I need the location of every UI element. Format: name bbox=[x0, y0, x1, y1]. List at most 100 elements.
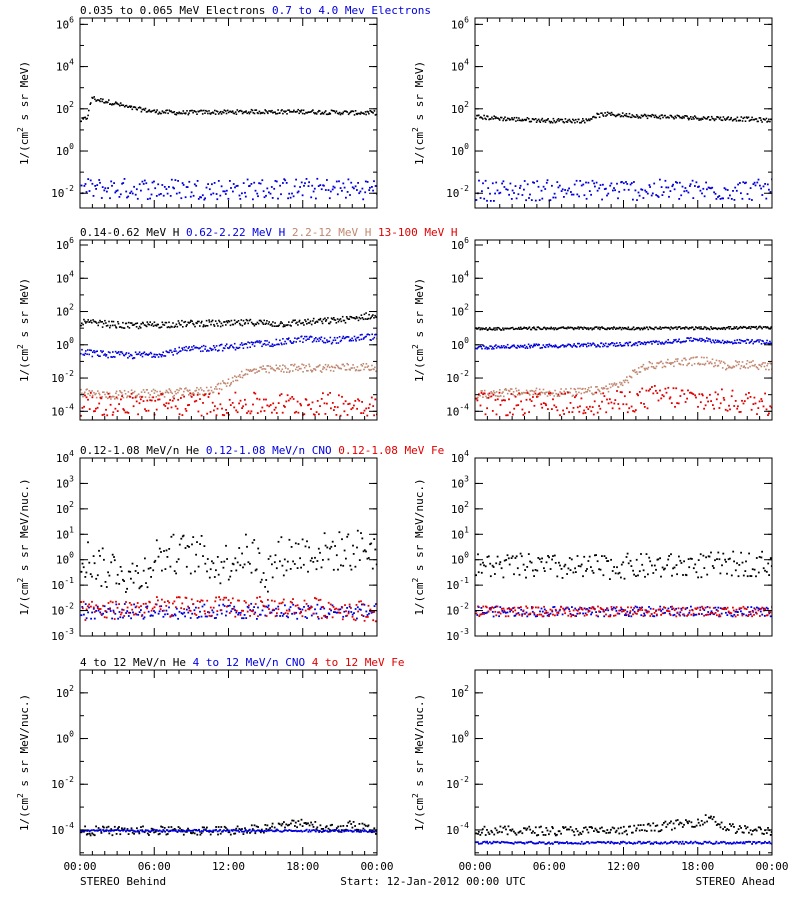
data-point bbox=[362, 550, 365, 553]
y-axis-title: 1/(cm2 s sr MeV/nuc.) bbox=[16, 478, 31, 615]
data-point bbox=[485, 395, 487, 398]
data-point bbox=[243, 111, 246, 113]
data-point bbox=[483, 612, 486, 614]
data-point bbox=[328, 340, 331, 343]
data-point bbox=[576, 346, 578, 348]
data-point bbox=[271, 563, 273, 566]
data-point bbox=[498, 119, 501, 121]
data-point bbox=[618, 571, 621, 574]
data-point bbox=[321, 322, 324, 325]
legend-entry: 2.2-12 MeV H bbox=[285, 226, 371, 239]
data-point bbox=[665, 340, 667, 343]
data-point bbox=[225, 112, 228, 115]
data-point bbox=[529, 560, 531, 563]
data-point bbox=[555, 328, 558, 331]
data-point bbox=[225, 544, 227, 547]
data-point bbox=[201, 345, 203, 348]
data-point bbox=[360, 111, 362, 114]
data-point bbox=[191, 393, 193, 395]
data-point bbox=[659, 342, 662, 344]
data-point bbox=[193, 392, 195, 395]
data-point bbox=[117, 394, 120, 396]
data-point bbox=[597, 605, 599, 608]
data-point bbox=[261, 179, 264, 182]
data-point bbox=[652, 572, 655, 574]
data-point bbox=[642, 343, 645, 345]
y-tick-label: 106 bbox=[56, 15, 74, 31]
data-point bbox=[356, 336, 358, 339]
data-point bbox=[304, 545, 307, 548]
data-point bbox=[738, 119, 740, 122]
data-point bbox=[106, 190, 108, 193]
data-point bbox=[724, 408, 727, 411]
data-point bbox=[540, 561, 543, 563]
data-point bbox=[582, 118, 584, 120]
data-point bbox=[241, 324, 244, 327]
data-point bbox=[333, 317, 335, 319]
data-point bbox=[88, 390, 91, 392]
data-point bbox=[545, 404, 547, 407]
data-point bbox=[549, 121, 552, 124]
data-point bbox=[225, 614, 227, 617]
data-point bbox=[629, 612, 631, 614]
data-point bbox=[106, 397, 109, 400]
data-point bbox=[640, 553, 642, 555]
data-point bbox=[236, 411, 239, 414]
data-point bbox=[602, 392, 605, 395]
data-point bbox=[625, 181, 627, 183]
data-point bbox=[677, 115, 680, 117]
data-point bbox=[530, 199, 533, 201]
data-point bbox=[122, 327, 125, 329]
data-point bbox=[232, 346, 234, 348]
data-point bbox=[615, 610, 618, 612]
data-point bbox=[751, 199, 753, 201]
data-point bbox=[166, 326, 169, 329]
data-point bbox=[576, 612, 579, 615]
data-point bbox=[297, 369, 299, 372]
data-point bbox=[609, 615, 612, 618]
data-point bbox=[351, 337, 353, 340]
data-point bbox=[372, 619, 375, 622]
data-point bbox=[200, 109, 202, 112]
data-point bbox=[337, 113, 340, 115]
data-point bbox=[182, 110, 185, 112]
data-point bbox=[295, 111, 297, 113]
data-point bbox=[761, 550, 763, 553]
data-point bbox=[715, 609, 718, 611]
data-point bbox=[551, 558, 553, 561]
data-point bbox=[628, 375, 631, 378]
data-point bbox=[700, 356, 703, 359]
data-point bbox=[239, 376, 242, 378]
data-point bbox=[537, 185, 540, 188]
data-point bbox=[255, 323, 257, 326]
data-point bbox=[621, 610, 623, 613]
data-point bbox=[562, 326, 565, 328]
data-point bbox=[209, 606, 212, 609]
data-point bbox=[578, 195, 580, 198]
data-point bbox=[687, 363, 689, 365]
data-point bbox=[129, 322, 132, 324]
data-point bbox=[361, 112, 364, 114]
data-point bbox=[593, 342, 595, 345]
data-point bbox=[635, 116, 637, 118]
data-point bbox=[612, 189, 614, 192]
data-point bbox=[138, 611, 141, 613]
data-point bbox=[712, 404, 714, 406]
data-point bbox=[770, 342, 772, 345]
data-point bbox=[598, 187, 601, 190]
data-point bbox=[336, 406, 339, 409]
data-point bbox=[112, 609, 115, 612]
data-point bbox=[703, 339, 705, 341]
data-point bbox=[669, 114, 672, 117]
data-point bbox=[197, 607, 200, 609]
data-point bbox=[585, 118, 587, 120]
data-point bbox=[306, 323, 308, 325]
data-point bbox=[144, 408, 146, 411]
data-point bbox=[253, 181, 256, 184]
data-point bbox=[491, 606, 494, 609]
data-point bbox=[508, 607, 510, 610]
data-point bbox=[102, 98, 104, 101]
data-point bbox=[666, 362, 669, 364]
data-point bbox=[85, 350, 87, 352]
data-point bbox=[648, 184, 651, 186]
